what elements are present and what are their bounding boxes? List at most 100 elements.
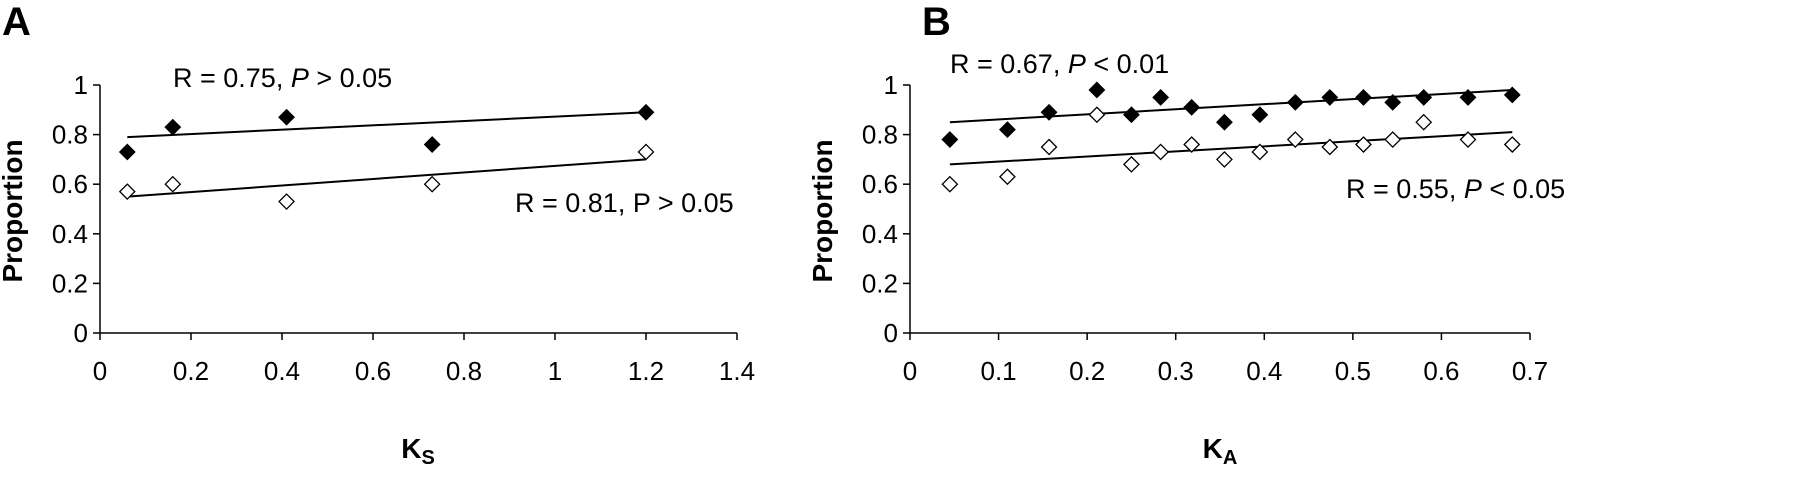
- regression-annotation: R = 0.75, P > 0.05: [173, 63, 392, 93]
- data-point-open: [1040, 138, 1058, 156]
- trend-line: [127, 158, 647, 198]
- y-tick-label: 1: [884, 70, 898, 100]
- x-tick-label: 0: [903, 356, 917, 386]
- annotation-threshold: < 0.05: [1482, 174, 1565, 204]
- data-point-open: [1355, 136, 1372, 153]
- trend-line: [127, 111, 647, 139]
- y-tick-label: 0.8: [52, 120, 88, 150]
- y-axis-label: Proportion: [0, 139, 28, 282]
- y-tick-label: 0.6: [862, 169, 898, 199]
- data-point-open: [1384, 131, 1402, 148]
- data-point-open: [941, 175, 959, 193]
- data-point-open: [1088, 106, 1106, 124]
- data-point-filled: [423, 136, 441, 153]
- y-tick-label: 0.4: [862, 219, 898, 249]
- regression-annotation: R = 0.55, P < 0.05: [1346, 174, 1565, 204]
- x-axis-label: KS: [401, 433, 435, 469]
- x-tick-label: 0.5: [1335, 356, 1371, 386]
- data-point-filled: [1355, 88, 1372, 106]
- annotation-threshold: > 0.05: [309, 63, 392, 93]
- data-point-open: [423, 175, 441, 193]
- x-tick-label: 0.3: [1158, 356, 1194, 386]
- x-axis-label-subscript: S: [421, 447, 434, 469]
- x-axis-label-main: K: [401, 433, 421, 464]
- data-point-open: [164, 175, 182, 193]
- chart-panel-b: B 0 0.2 0.4 0.6 0.8 1 0 0.1 0.2 0.3 0.4 0.5 0.6 0.7 Pr…: [807, 0, 1800, 500]
- data-point-filled: [637, 103, 655, 121]
- annotation-r: R = 0.81,: [515, 188, 633, 218]
- annotation-threshold: < 0.01: [1086, 49, 1169, 79]
- x-tick-label: 0.4: [264, 356, 300, 386]
- annotation-p: P: [291, 63, 309, 93]
- data-point-filled: [1123, 106, 1140, 124]
- annotation-p: P: [1464, 174, 1482, 204]
- data-point-filled: [999, 121, 1016, 139]
- data-point-open: [1216, 150, 1233, 168]
- x-tick-label: 0.8: [446, 356, 482, 386]
- data-point-filled: [1040, 103, 1058, 121]
- x-axis-label-subscript: A: [1223, 447, 1237, 469]
- data-point-filled: [1088, 81, 1106, 99]
- annotation-threshold: P > 0.05: [633, 188, 734, 218]
- data-point-filled: [1503, 86, 1521, 104]
- data-point-open: [999, 168, 1016, 186]
- data-point-filled: [1152, 88, 1170, 106]
- annotation-r: R = 0.75,: [173, 63, 291, 93]
- y-axis-label: Proportion: [807, 139, 838, 282]
- data-point-open: [1286, 131, 1304, 148]
- x-tick-label: 1.2: [628, 356, 664, 386]
- data-point-filled: [1183, 98, 1201, 116]
- data-point-open: [637, 143, 655, 161]
- regression-annotation: R = 0.81, P > 0.05: [515, 188, 734, 218]
- data-point-open: [1459, 131, 1477, 148]
- x-tick-label: 0.4: [1246, 356, 1282, 386]
- data-point-open: [1123, 155, 1140, 173]
- y-tick-label: 0.2: [52, 268, 88, 298]
- data-point-filled: [1321, 88, 1339, 106]
- data-point-open: [1415, 113, 1433, 131]
- x-tick-label: 1.4: [719, 356, 755, 386]
- regression-annotation: R = 0.67, P < 0.01: [950, 49, 1169, 79]
- data-point-filled: [941, 131, 959, 148]
- data-point-open: [1251, 143, 1269, 161]
- data-point-filled: [164, 118, 182, 136]
- y-tick-label: 0.8: [862, 120, 898, 150]
- data-point-filled: [1415, 88, 1433, 106]
- data-point-open: [1183, 136, 1201, 153]
- x-tick-label: 0.2: [1069, 356, 1105, 386]
- data-point-open: [1503, 136, 1521, 153]
- annotation-p: P: [1068, 49, 1086, 79]
- y-tick-label: 0: [884, 318, 898, 348]
- data-point-filled: [1286, 93, 1304, 111]
- scatter-chart: 0 0.2 0.4 0.6 0.8 1 0 0.2 0.4 0.6 0.8 1 1.2 1.4 Propor…: [0, 63, 755, 469]
- data-point-open: [278, 193, 295, 210]
- data-point-open: [1321, 138, 1339, 156]
- x-tick-label: 0: [93, 356, 107, 386]
- data-point-filled: [278, 108, 295, 126]
- data-point-filled: [1459, 88, 1477, 106]
- y-tick-label: 0.4: [52, 219, 88, 249]
- x-tick-label: 0.6: [355, 356, 391, 386]
- x-tick-label: 1: [548, 356, 562, 386]
- y-tick-label: 1: [74, 70, 88, 100]
- panel-label: B: [922, 0, 951, 44]
- data-point-filled: [1216, 113, 1233, 131]
- chart-panel-a: A 0 0.2 0.4 0.6 0.8 1 0 0.2 0.4 0.6 0.8 1 1.2 1.4 Prop…: [0, 0, 755, 469]
- x-axis-label: KA: [1203, 433, 1238, 469]
- data-point-open: [1152, 143, 1170, 161]
- x-tick-label: 0.1: [980, 356, 1016, 386]
- data-point-filled: [118, 143, 136, 161]
- x-tick-label: 0.7: [1512, 356, 1548, 386]
- scatter-chart: 0 0.2 0.4 0.6 0.8 1 0 0.1 0.2 0.3 0.4 0.5 0.6 0.7 Prop…: [807, 49, 1565, 469]
- y-tick-label: 0: [74, 318, 88, 348]
- data-point-filled: [1384, 93, 1402, 111]
- x-tick-label: 0.6: [1423, 356, 1459, 386]
- y-tick-label: 0.2: [862, 268, 898, 298]
- trend-line: [949, 131, 1513, 166]
- data-point-open: [118, 183, 136, 201]
- panel-label: A: [2, 0, 31, 44]
- x-tick-label: 0.2: [173, 356, 209, 386]
- x-axis-label-main: K: [1203, 433, 1223, 464]
- y-tick-label: 0.6: [52, 169, 88, 199]
- annotation-r: R = 0.55,: [1346, 174, 1464, 204]
